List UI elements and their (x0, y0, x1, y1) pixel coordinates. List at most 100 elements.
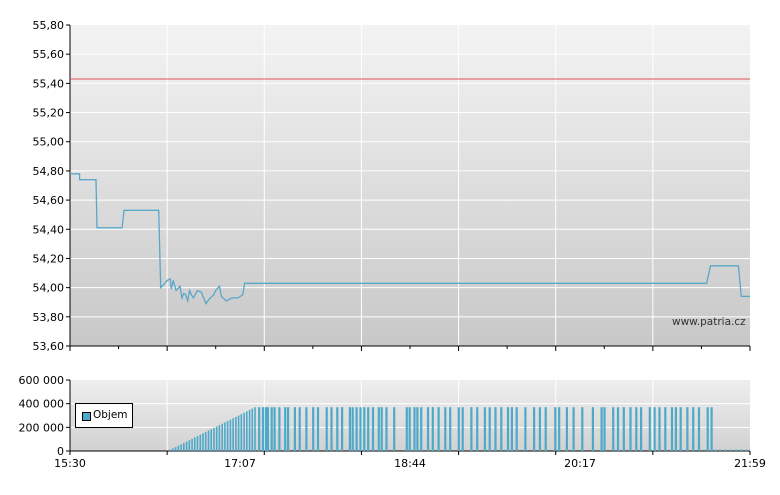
volume-bar (437, 407, 440, 451)
volume-bar (679, 407, 682, 451)
x-axis-labels: 15:30 17:07 18:44 20:17 21:59 (54, 457, 766, 470)
volume-bar (243, 412, 245, 451)
volume-tick-label: 0 (57, 445, 64, 458)
volume-bar (476, 407, 479, 451)
volume-tick-label: 400 000 (19, 398, 65, 411)
x-tick-label: 20:17 (564, 457, 596, 470)
volume-bar (500, 407, 503, 451)
volume-bar (457, 407, 460, 451)
legend-swatch (82, 412, 91, 421)
price-tick-label: 55,80 (33, 19, 65, 32)
legend-label: Objem (93, 409, 128, 421)
price-grid (70, 25, 750, 346)
volume-bar (444, 407, 447, 451)
volume-bar (408, 407, 411, 451)
price-tick-label: 54,60 (33, 194, 65, 207)
volume-bar (664, 407, 667, 451)
volume-bar (325, 407, 328, 451)
volume-bar (261, 407, 265, 451)
x-tick-label: 15:30 (54, 457, 86, 470)
volume-bar (735, 449, 738, 451)
volume-bar (336, 407, 339, 451)
price-tick-label: 55,60 (33, 48, 65, 61)
volume-bars (169, 407, 748, 451)
volume-bar (359, 407, 362, 451)
volume-bar (603, 407, 606, 451)
volume-bar (483, 407, 486, 451)
volume-bar (204, 432, 207, 451)
volume-bar (172, 448, 174, 451)
volume-bar (287, 407, 290, 451)
watermark-text: www.patria.cz (672, 316, 746, 328)
volume-bar (188, 440, 191, 451)
x-tick-label: 17:07 (224, 457, 256, 470)
volume-bar (710, 407, 713, 451)
volume-bar (544, 407, 547, 451)
price-tick-label: 54,00 (33, 282, 65, 295)
volume-bar (169, 449, 171, 451)
volume-bar (640, 407, 643, 451)
volume-bar (426, 407, 430, 451)
volume-bar (431, 407, 434, 451)
price-tick-label: 53,60 (33, 340, 65, 353)
volume-bar (213, 427, 215, 451)
volume-bar (600, 407, 603, 451)
volume-bar (330, 407, 333, 451)
price-tick-label: 53,80 (33, 311, 65, 324)
volume-bar (706, 407, 709, 451)
volume-bar (237, 415, 240, 451)
volume-bar (316, 407, 320, 451)
volume-bar (355, 407, 358, 451)
price-tick-label: 54,40 (33, 223, 65, 236)
volume-bar (470, 407, 473, 451)
price-tick-label: 55,00 (33, 136, 65, 149)
volume-bar (648, 407, 651, 451)
volume-tick-label: 600 000 (19, 374, 65, 387)
volume-bar (488, 407, 491, 451)
price-y-axis: 55,80 55,60 55,40 55,20 55,00 54,80 54,60 54,40… (33, 19, 71, 353)
volume-bar (248, 410, 251, 451)
volume-bar (538, 407, 541, 451)
volume-bar (506, 407, 510, 451)
volume-bar (232, 418, 234, 451)
volume-bar (416, 407, 419, 451)
volume-bar (194, 437, 196, 451)
volume-bar (524, 407, 527, 451)
price-tick-label: 55,20 (33, 107, 65, 120)
volume-y-axis: 600 000 400 000 200 000 0 (19, 374, 71, 458)
volume-bar (199, 434, 202, 451)
volume-bar (515, 407, 518, 451)
volume-bar (533, 407, 536, 451)
volume-bar (202, 433, 204, 451)
volume-bar (284, 407, 287, 451)
volume-bar (312, 407, 315, 451)
volume-bar (180, 444, 182, 451)
volume-bar (729, 449, 732, 451)
volume-bar (449, 407, 452, 451)
volume-bar (393, 407, 396, 451)
volume-legend: Objem (75, 403, 133, 428)
volume-bar (697, 407, 701, 451)
volume-bar (385, 407, 388, 451)
price-tick-label: 54,80 (33, 165, 65, 178)
volume-bar (405, 407, 408, 451)
volume-bar (558, 407, 561, 451)
volume-bar (461, 407, 464, 451)
volume-bar (622, 407, 625, 451)
volume-tick-label: 200 000 (19, 421, 65, 434)
volume-bar (266, 407, 269, 451)
volume-bar (270, 407, 273, 451)
volume-bar (554, 407, 557, 451)
x-tick-label: 18:44 (394, 457, 426, 470)
price-tick-label: 55,40 (33, 77, 65, 90)
volume-bar (229, 419, 232, 451)
volume-bar (629, 407, 632, 451)
volume-bar (413, 407, 416, 451)
volume-bar (278, 407, 281, 451)
volume-bar (221, 423, 223, 451)
volume-bar (367, 407, 370, 451)
volume-bar (635, 407, 638, 451)
price-series (70, 173, 750, 306)
volume-bar (745, 449, 748, 451)
